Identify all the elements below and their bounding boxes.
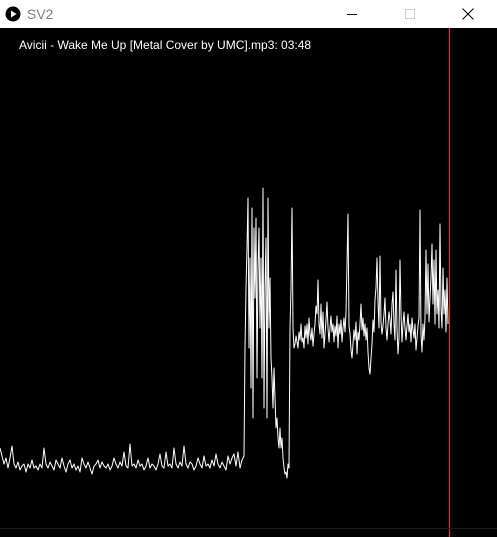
bottom-divider — [0, 528, 497, 529]
minimize-icon — [347, 9, 357, 19]
close-button[interactable] — [445, 0, 491, 28]
minimize-button[interactable] — [329, 0, 375, 28]
maximize-button[interactable] — [387, 0, 433, 28]
title-bar[interactable]: SV2 — [0, 0, 497, 28]
waveform-display — [0, 28, 451, 537]
maximize-icon — [405, 9, 415, 19]
visualizer-canvas[interactable]: Avicii - Wake Me Up [Metal Cover by UMC]… — [0, 28, 497, 537]
close-icon — [462, 8, 474, 20]
window-title: SV2 — [27, 6, 54, 22]
play-circle-icon — [5, 6, 21, 22]
waveform-line — [0, 187, 449, 479]
track-label: Avicii - Wake Me Up [Metal Cover by UMC]… — [19, 38, 312, 52]
